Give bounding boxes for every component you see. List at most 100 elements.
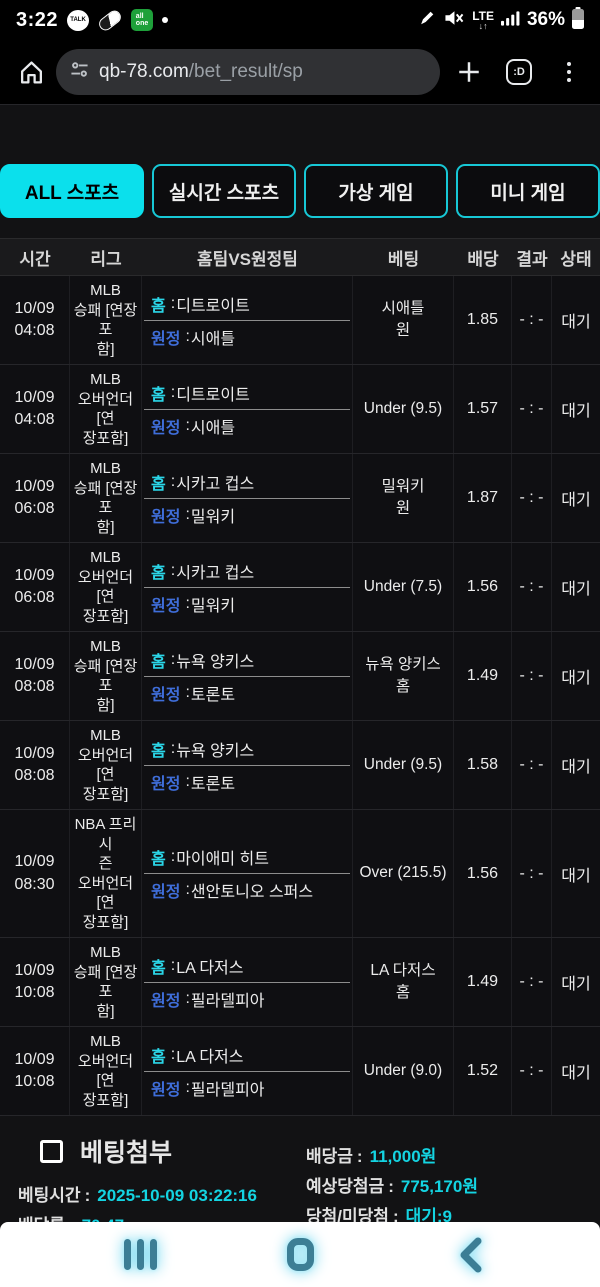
cell-league: MLB 승패 [연장포 함] bbox=[70, 276, 142, 364]
cell-league: NBA 프리시 즌 오버언더 [연 장포함] bbox=[70, 810, 142, 937]
cell-odds: 1.58 bbox=[454, 721, 512, 809]
home-team-line: 홈: 뉴욕 양키스 bbox=[142, 734, 352, 764]
home-team-name: LA 다저스 bbox=[176, 959, 244, 977]
sport-category-tabs: ALL 스포츠 실시간 스포츠 가상 게임 미니 게임 bbox=[0, 105, 600, 218]
tab-virtual-games[interactable]: 가상 게임 bbox=[304, 164, 448, 218]
table-row: 10/09 10:08 MLB 오버언더 [연 장포함] 홈: LA 다저스 원정… bbox=[0, 1027, 600, 1116]
home-team-name: 뉴욕 양키스 bbox=[176, 653, 255, 671]
header-status: 상태 bbox=[560, 249, 592, 269]
away-team-line: 원정: 토론토 bbox=[142, 678, 352, 708]
cell-bet: Over (215.5) bbox=[353, 810, 454, 937]
cell-time: 10/09 06:08 bbox=[0, 543, 70, 631]
cell-odds: 1.52 bbox=[454, 1027, 512, 1115]
mute-icon bbox=[443, 9, 465, 32]
back-button[interactable] bbox=[444, 1222, 498, 1287]
cell-time: 10/09 08:30 bbox=[0, 810, 70, 937]
tab-switcher-button[interactable]: :D bbox=[498, 59, 540, 85]
away-team-name: 시애틀 bbox=[190, 419, 236, 437]
cell-result: - : - bbox=[512, 1027, 552, 1115]
team-divider bbox=[144, 1070, 350, 1072]
cell-bet: Under (7.5) bbox=[353, 543, 454, 631]
cell-teams: 홈: 디트로이트 원정: 시애틀 bbox=[142, 365, 353, 453]
signal-bars-icon bbox=[500, 10, 520, 31]
away-team-name: 토론토 bbox=[190, 686, 236, 704]
away-team-name: 토론토 bbox=[190, 775, 236, 793]
cell-teams: 홈: 마이애미 히트 원정: 샌안토니오 스퍼스 bbox=[142, 810, 353, 937]
android-home-button[interactable] bbox=[270, 1222, 330, 1287]
team-divider bbox=[144, 586, 350, 588]
table-body: 10/09 04:08 MLB 승패 [연장포 함] 홈: 디트로이트 원정: 시애… bbox=[0, 276, 600, 1116]
cell-result: - : - bbox=[512, 276, 552, 364]
table-row: 10/09 08:08 MLB 승패 [연장포 함] 홈: 뉴욕 양키스 원정: 토… bbox=[0, 632, 600, 721]
away-team-line: 원정: 밀워키 bbox=[142, 500, 352, 530]
cell-result: - : - bbox=[512, 938, 552, 1026]
cell-league: MLB 오버언더 [연 장포함] bbox=[70, 1027, 142, 1115]
cell-time: 10/09 10:08 bbox=[0, 1027, 70, 1115]
browser-home-icon[interactable] bbox=[14, 59, 48, 86]
address-bar[interactable]: qb-78.com/bet_result/sp bbox=[56, 49, 440, 95]
away-team-name: 필라델피아 bbox=[190, 1081, 265, 1099]
team-divider bbox=[144, 675, 350, 677]
team-divider bbox=[144, 319, 350, 321]
cell-time: 10/09 04:08 bbox=[0, 276, 70, 364]
cell-teams: 홈: LA 다저스 원정: 필라델피아 bbox=[142, 938, 353, 1026]
away-label: 원정 bbox=[151, 419, 181, 437]
home-label: 홈 bbox=[151, 386, 166, 404]
cell-time: 10/09 10:08 bbox=[0, 938, 70, 1026]
cell-league: MLB 승패 [연장포 함] bbox=[70, 632, 142, 720]
cell-odds: 1.56 bbox=[454, 810, 512, 937]
cell-odds: 1.57 bbox=[454, 365, 512, 453]
table-row: 10/09 06:08 MLB 오버언더 [연 장포함] 홈: 시카고 컵스 원정… bbox=[0, 543, 600, 632]
home-label: 홈 bbox=[151, 851, 166, 868]
home-label: 홈 bbox=[151, 297, 166, 315]
away-team-line: 원정: 샌안토니오 스퍼스 bbox=[142, 875, 352, 905]
page-content: ALL 스포츠 실시간 스포츠 가상 게임 미니 게임 시간 리그 홈팀VS원정… bbox=[0, 104, 600, 1287]
summary-field: 베팅시간:2025-10-09 03:22:16 bbox=[18, 1186, 257, 1205]
table-row: 10/09 04:08 MLB 승패 [연장포 함] 홈: 디트로이트 원정: 시애… bbox=[0, 276, 600, 365]
home-team-name: 마이애미 히트 bbox=[176, 851, 269, 868]
site-settings-icon[interactable] bbox=[70, 62, 89, 82]
new-tab-icon[interactable] bbox=[448, 59, 490, 85]
tab-mini-games[interactable]: 미니 게임 bbox=[456, 164, 600, 218]
away-team-line: 원정: 시애틀 bbox=[142, 322, 352, 352]
cell-odds: 1.49 bbox=[454, 938, 512, 1026]
cell-status: 대기 bbox=[561, 403, 591, 420]
home-team-name: 뉴욕 양키스 bbox=[176, 742, 255, 760]
kakaotalk-notification-icon: TALK bbox=[67, 9, 90, 31]
home-label: 홈 bbox=[151, 475, 166, 493]
notification-dot-icon bbox=[162, 17, 169, 23]
tab-live-sports[interactable]: 실시간 스포츠 bbox=[152, 164, 296, 218]
cell-league: MLB 오버언더 [연 장포함] bbox=[70, 365, 142, 453]
home-team-line: 홈: LA 다저스 bbox=[142, 951, 352, 981]
cell-teams: 홈: 뉴욕 양키스 원정: 토론토 bbox=[142, 632, 353, 720]
recents-button[interactable] bbox=[108, 1222, 172, 1287]
bet-slip-checkbox[interactable] bbox=[40, 1139, 63, 1163]
table-header-row: 시간 리그 홈팀VS원정팀 베팅 배당 결과 상태 bbox=[0, 238, 600, 276]
cell-status: 대기 bbox=[561, 314, 591, 331]
lte-indicator: LTE ↓↑ bbox=[472, 8, 494, 31]
cell-teams: 홈: 시카고 컵스 원정: 밀워키 bbox=[142, 454, 353, 542]
home-team-line: 홈: 마이애미 히트 bbox=[142, 842, 352, 872]
away-team-name: 샌안토니오 스퍼스 bbox=[190, 884, 314, 901]
home-team-name: LA 다저스 bbox=[176, 1048, 244, 1066]
header-odds: 배당 bbox=[467, 249, 499, 269]
browser-menu-icon[interactable] bbox=[548, 61, 590, 83]
cell-status: 대기 bbox=[561, 1065, 591, 1082]
away-label: 원정 bbox=[151, 1081, 181, 1099]
away-label: 원정 bbox=[151, 330, 181, 348]
team-divider bbox=[144, 981, 350, 983]
home-label: 홈 bbox=[151, 653, 166, 671]
cell-league: MLB 승패 [연장포 함] bbox=[70, 938, 142, 1026]
tab-all-sports[interactable]: ALL 스포츠 bbox=[0, 164, 144, 218]
cell-teams: 홈: 시카고 컵스 원정: 밀워키 bbox=[142, 543, 353, 631]
away-team-line: 원정: 시애틀 bbox=[142, 411, 352, 441]
cell-teams: 홈: 뉴욕 양키스 원정: 토론토 bbox=[142, 721, 353, 809]
cell-status: 대기 bbox=[561, 867, 591, 885]
away-team-name: 밀워키 bbox=[190, 597, 236, 615]
cell-time: 10/09 04:08 bbox=[0, 365, 70, 453]
table-row: 10/09 04:08 MLB 오버언더 [연 장포함] 홈: 디트로이트 원정:… bbox=[0, 365, 600, 454]
cell-league: MLB 오버언더 [연 장포함] bbox=[70, 543, 142, 631]
summary-field: 예상당첨금:775,170원 bbox=[306, 1177, 478, 1196]
team-divider bbox=[144, 764, 350, 766]
cell-odds: 1.49 bbox=[454, 632, 512, 720]
